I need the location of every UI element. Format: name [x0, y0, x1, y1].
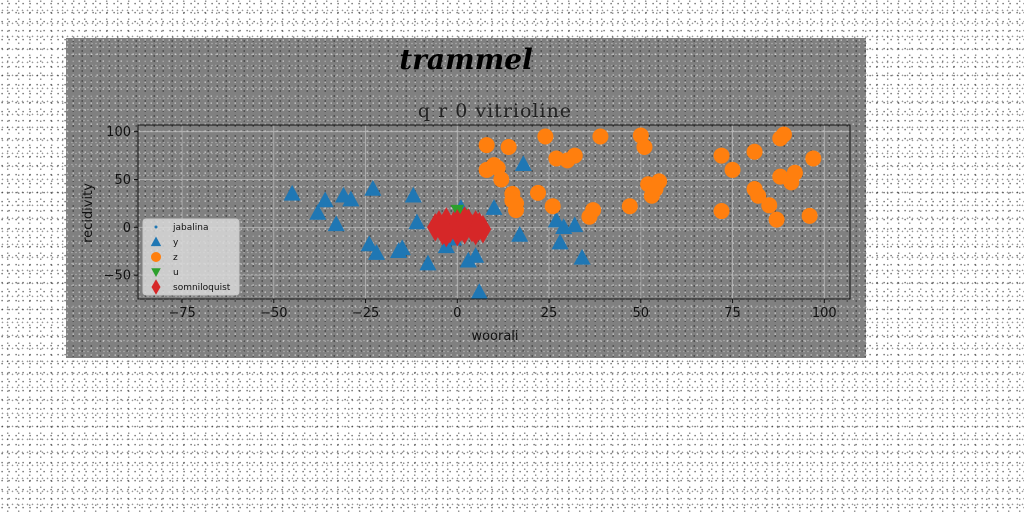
data-point [316, 191, 334, 208]
data-point [514, 155, 532, 171]
data-point [651, 173, 668, 190]
data-point [585, 202, 602, 219]
data-point [390, 242, 408, 258]
chart-figure: trammel q r 0 vitrioline −75 −50 −25 0 25 50 7… [66, 38, 866, 358]
data-point [713, 203, 730, 220]
data-point [404, 186, 422, 203]
data-point [713, 147, 730, 164]
data-point [500, 138, 517, 155]
data-point [592, 128, 609, 145]
legend-item: somniloquist [151, 279, 231, 295]
data-point [724, 161, 741, 178]
x-tick-label: 100 [812, 306, 837, 321]
legend-marker [151, 279, 161, 295]
series-somniloquist [427, 206, 492, 248]
data-point [511, 225, 529, 242]
data-point [478, 137, 495, 154]
legend-item: u [151, 268, 179, 278]
legend-label: jabalina [172, 223, 208, 233]
data-point [761, 197, 778, 214]
data-point [636, 138, 653, 155]
data-point [456, 206, 473, 235]
y-tick-label: 100 [106, 125, 131, 140]
data-point [750, 187, 767, 204]
y-axis-label: recidivity [81, 183, 96, 243]
data-point [801, 207, 818, 224]
scatter-chart: trammel q r 0 vitrioline −75 −50 −25 0 25 50 7… [81, 43, 851, 344]
series-y [283, 155, 591, 300]
data-point [470, 283, 488, 300]
y-tick-label: 50 [114, 173, 131, 188]
data-point [746, 143, 763, 160]
x-tick-label: 0 [453, 306, 461, 321]
data-point [621, 198, 638, 215]
legend-label: z [173, 253, 178, 263]
data-point [537, 128, 554, 145]
data-point [474, 214, 492, 244]
legend-label: y [173, 238, 179, 248]
legend: jabalina yzu somniloquist [142, 218, 240, 296]
data-point [360, 235, 378, 252]
x-tick-label: −50 [260, 306, 287, 321]
data-point [438, 218, 455, 248]
data-point [467, 246, 485, 263]
x-axis-label: woorali [471, 329, 518, 344]
legend-item: jabalina [154, 223, 208, 233]
x-tick-label: −75 [168, 306, 195, 321]
data-point [786, 164, 803, 181]
data-point [485, 199, 503, 215]
data-point [547, 211, 565, 228]
x-tick-label: 50 [633, 306, 650, 321]
data-point [566, 216, 584, 233]
x-tick-label: −25 [352, 306, 379, 321]
y-tick-label: −50 [104, 269, 131, 284]
data-point [368, 244, 386, 260]
data-points [283, 126, 822, 300]
data-point [544, 198, 561, 215]
chart-title: q r 0 vitrioline [418, 100, 572, 122]
data-point [309, 203, 327, 220]
data-point [408, 213, 426, 230]
data-point [493, 171, 510, 188]
data-point [342, 190, 360, 207]
x-tick-label: 25 [541, 306, 558, 321]
data-point [551, 233, 569, 250]
data-point [283, 184, 301, 201]
legend-label: somniloquist [173, 283, 231, 293]
legend-marker [154, 225, 158, 229]
data-point [364, 180, 382, 196]
data-point [775, 126, 792, 143]
plot-area [137, 124, 851, 300]
data-point [327, 215, 345, 232]
legend-marker [150, 236, 162, 247]
series-z [478, 126, 822, 228]
legend-box [142, 218, 240, 296]
legend-marker [151, 268, 161, 277]
y-axis-ticks: −50 0 50 100 [104, 125, 138, 284]
legend-marker [151, 252, 161, 262]
data-point [573, 248, 591, 265]
data-point [530, 184, 547, 201]
legend-item: y [150, 236, 179, 248]
data-point [768, 211, 785, 228]
y-tick-label: 0 [123, 221, 131, 236]
legend-label: u [173, 268, 179, 278]
data-point [566, 147, 583, 164]
data-point [805, 150, 822, 167]
data-point [419, 254, 437, 271]
data-point [508, 195, 525, 212]
data-point [459, 251, 477, 268]
x-tick-label: 75 [724, 306, 741, 321]
x-axis-ticks: −75 −50 −25 0 25 50 75 100 [168, 299, 837, 321]
chart-suptitle: trammel [399, 43, 533, 76]
legend-item: z [151, 252, 178, 263]
